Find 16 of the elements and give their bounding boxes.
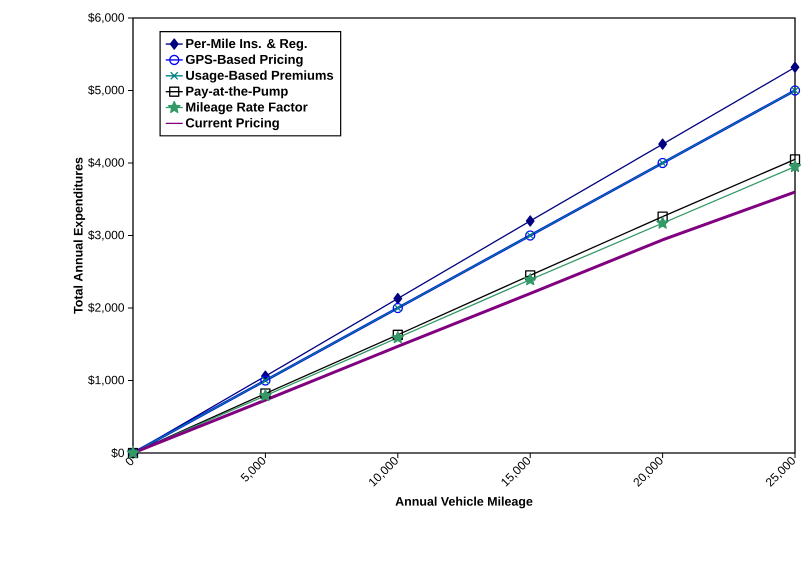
y-axis-title: Total Annual Expenditures — [73, 158, 86, 314]
y-tick-label: $1,000 — [88, 375, 124, 386]
y-tick-label: $5,000 — [88, 85, 124, 96]
legend-label: GPS-Based Pricing — [186, 54, 303, 67]
legend-label: Mileage Rate Factor — [186, 102, 308, 114]
y-tick-label: $0 — [111, 448, 124, 458]
y-tick-label: $6,000 — [88, 12, 124, 24]
legend-label: Pay-at-the-Pump — [186, 86, 288, 98]
y-tick-label: $2,000 — [88, 302, 124, 314]
y-tick-label: $3,000 — [88, 230, 124, 241]
y-tick-label: $4,000 — [88, 158, 124, 168]
x-axis-title: Annual Vehicle Mileage — [395, 496, 532, 508]
legend-label: Per-Mile Ins. & Reg. — [186, 38, 307, 51]
x-tick-label: 0 — [126, 458, 134, 466]
legend-label: Usage-Based Premiums — [186, 70, 334, 82]
legend-label: Current Pricing — [186, 118, 279, 130]
